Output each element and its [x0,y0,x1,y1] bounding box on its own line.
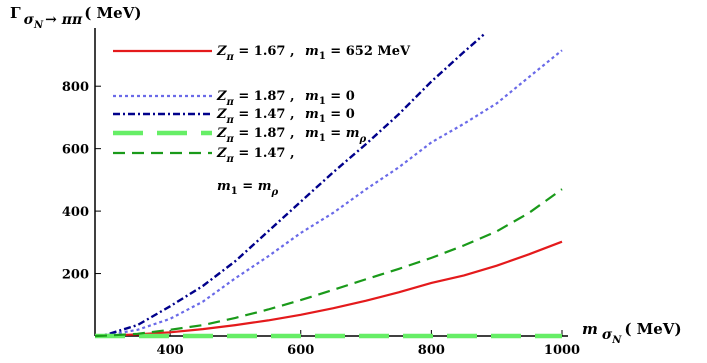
legend-eq: = [238,179,258,194]
legend-comma: , [285,44,294,59]
legend-eq: = [326,89,346,104]
legend-m-value: 0 [346,107,355,122]
legend-eq: = [326,44,346,59]
x-tick-label: 400 [157,343,184,358]
y-tick-label: 800 [62,80,89,95]
legend-m-sub: 1 [319,133,326,144]
legend-z-symbol: Z [216,107,227,122]
legend-eq: = [326,126,346,141]
legend-z-value: 1.67 [254,44,286,59]
legend-m-sub: 1 [231,186,238,197]
series-line-5 [94,188,563,338]
legend-entry-5: Zπ = 1.47 , [216,146,295,165]
legend-z-value: 1.87 [254,89,286,104]
legend-entry-1: Zπ = 1.67 , m1 = 652 MeV [216,44,411,63]
legend-entry-5-line2: m1 = mρ [217,179,278,198]
legend-m-value-sub: ρ [359,134,367,145]
y-title-subsub: N [33,20,44,31]
y-tick-label: 200 [62,268,89,283]
legend-m-symbol: m [305,44,319,59]
legend-m-value: m [346,126,360,141]
legend-eq: = [234,89,254,104]
legend-m-sub: 1 [319,114,326,125]
legend-z-sub: π [226,97,235,108]
legend-eq: = [326,107,346,122]
y-title-sub: σ [24,12,35,28]
x-axis-title: m σN( MeV) [582,320,682,346]
x-title-unit: ( MeV) [624,320,681,338]
legend-eq: = [234,107,254,122]
legend-m-value: m [258,179,272,194]
y-tick-label: 400 [62,205,89,220]
legend-m-value-sub: ρ [270,187,278,198]
series-line-1 [94,240,563,338]
legend-entry-3: Zπ = 1.47 , m1 = 0 [216,107,355,126]
legend-entry-2: Zπ = 1.87 , m1 = 0 [216,89,355,108]
legend-m-sub: 1 [319,96,326,107]
legend-m-symbol: m [305,107,319,122]
legend-m-symbol: m [305,89,319,104]
ticks: 400 600 800 1000 200 400 600 800 [62,80,580,358]
legend-z-sub: π [226,52,235,63]
series-line-2 [94,49,563,338]
legend-comma: , [285,89,294,104]
y-tick-label: 600 [62,143,89,158]
legend-z-sub: π [226,115,235,126]
series-line-3 [94,33,485,338]
legend-z-symbol: Z [216,146,227,161]
x-title-main: m [582,320,598,338]
legend-z-value: 1.47 [254,107,286,122]
legend-comma: , [285,107,294,122]
legend-z-value: 1.87 [254,126,286,141]
legend-m-symbol: m [305,126,319,141]
legend-gap [295,44,300,59]
legend-eq: = [234,146,254,161]
y-title-subtail: → ππ [45,12,83,28]
legend-z-value: 1.47 [254,146,286,161]
legend-gap [295,89,300,104]
legend-z-sub: π [226,154,235,165]
x-title-subsub: N [611,335,622,346]
legend-m-value: 0 [346,89,355,104]
legend-z-symbol: Z [216,89,227,104]
series-group [94,33,563,339]
legend-entry-4: Zπ = 1.87 , m1 = mρ [216,126,367,145]
legend-z-sub: π [226,134,235,145]
legend-comma: , [285,126,294,141]
y-title-main: Γ [10,4,21,22]
y-title-unit: ( MeV) [84,4,141,22]
legend-comma: , [285,146,294,161]
legend-m-value: 652 MeV [346,44,411,59]
legend-gap [295,126,300,141]
legend-z-symbol: Z [216,126,227,141]
legend-eq: = [234,44,254,59]
legend-gap [295,107,300,122]
legend-m-sub: 1 [319,51,326,62]
x-tick-label: 600 [287,343,314,358]
legend-eq: = [234,126,254,141]
x-title-sub: σ [602,327,613,343]
x-tick-label: 800 [418,343,445,358]
x-tick-label: 1000 [544,343,580,358]
legend-z-symbol: Z [216,44,227,59]
legend-m-symbol: m [217,179,231,194]
